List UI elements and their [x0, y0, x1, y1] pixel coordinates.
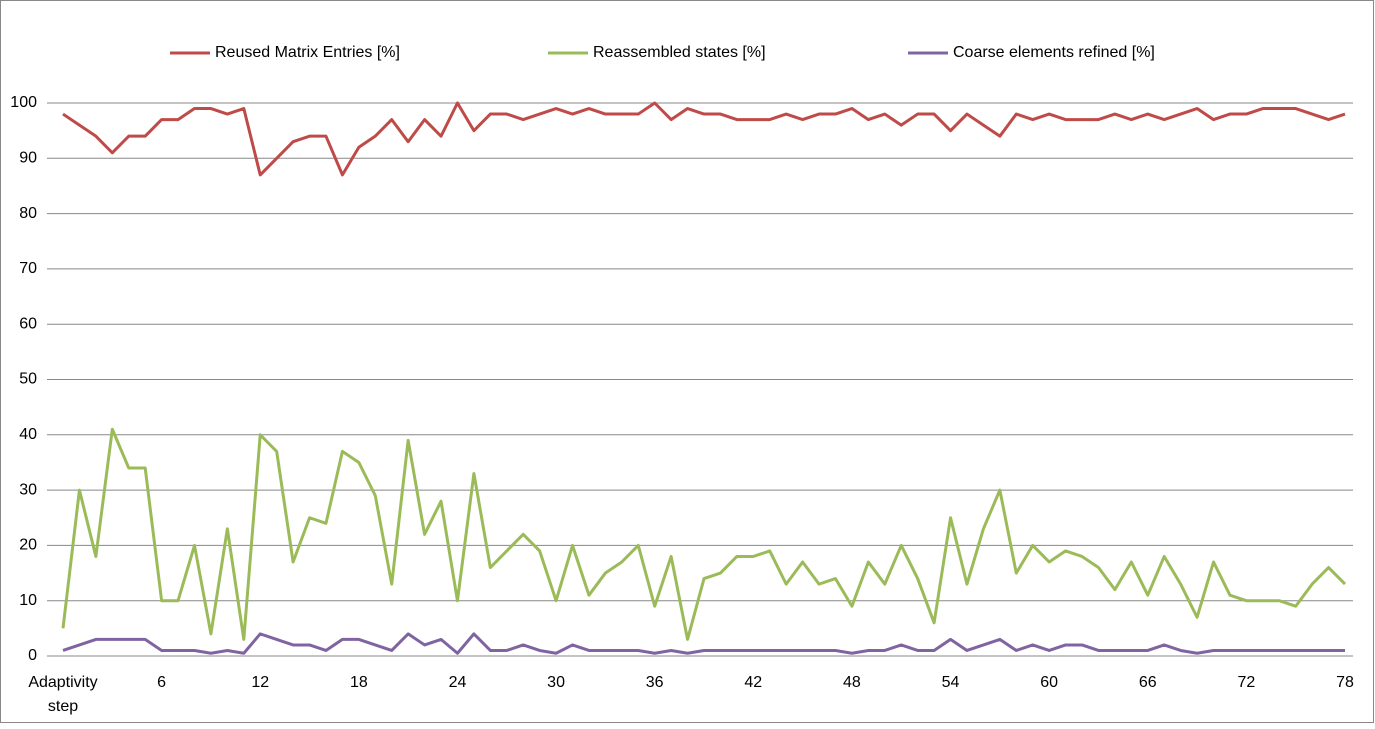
x-tick-label: 12 [251, 674, 269, 691]
y-tick-label: 80 [19, 205, 37, 222]
y-tick-label: 10 [19, 592, 37, 609]
x-tick-label: 60 [1040, 674, 1058, 691]
x-tick-label: 36 [646, 674, 664, 691]
x-tick-label: 72 [1237, 674, 1255, 691]
x-tick-label: 42 [744, 674, 762, 691]
legend-label: Reused Matrix Entries [%] [215, 44, 400, 61]
legend-label: Coarse elements refined [%] [953, 44, 1155, 61]
x-tick-label: 66 [1139, 674, 1157, 691]
y-tick-label: 100 [10, 94, 37, 111]
y-tick-label: 90 [19, 150, 37, 167]
x-tick-label: 30 [547, 674, 565, 691]
y-tick-label: 60 [19, 315, 37, 332]
x-tick-label: 18 [350, 674, 368, 691]
x-tick-label: 6 [157, 674, 166, 691]
series-line [61, 427, 1347, 641]
y-tick-label: 70 [19, 260, 37, 277]
x-tick-label: Adaptivity step [28, 674, 97, 715]
y-tick-label: 30 [19, 481, 37, 498]
x-tick-label: 48 [843, 674, 861, 691]
y-tick-label: 20 [19, 537, 37, 554]
y-tick-label: 0 [28, 647, 37, 664]
y-tick-label: 40 [19, 426, 37, 443]
series-line [62, 632, 1345, 655]
series-line [62, 101, 1346, 177]
y-tick-label: 50 [19, 371, 37, 388]
x-tick-label: 24 [449, 674, 467, 691]
x-tick-label: 54 [942, 674, 960, 691]
legend-label: Reassembled states [%] [593, 44, 766, 61]
x-tick-label: 78 [1336, 674, 1354, 691]
